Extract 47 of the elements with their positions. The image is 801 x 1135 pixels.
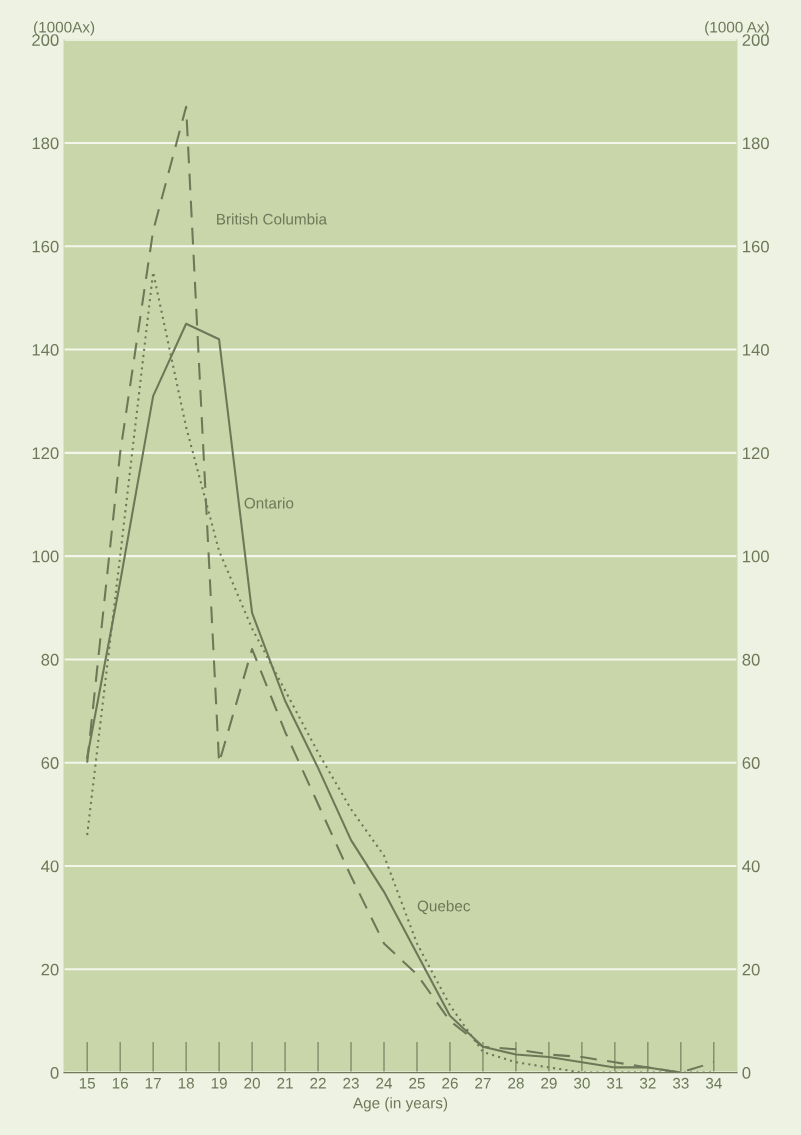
y-tick-label: 120 <box>32 447 59 460</box>
y-tick-label: 160 <box>32 240 59 253</box>
x-tick-label: 20 <box>244 1077 260 1089</box>
x-tick-label: 21 <box>277 1077 293 1089</box>
y-tick-label: 0 <box>50 1066 59 1079</box>
y2-tick-label: 60 <box>742 757 760 769</box>
y2-tick-label: 40 <box>742 860 760 873</box>
x-tick-label: 25 <box>409 1077 425 1089</box>
y-tick-label: 20 <box>41 963 59 976</box>
series-label: Ontario <box>244 497 294 509</box>
y2-tick-label: 20 <box>742 963 760 976</box>
y2-tick-label: 160 <box>743 240 769 253</box>
x-tick-label: 19 <box>211 1077 227 1089</box>
y2-tick-label: 180 <box>743 137 769 150</box>
x-tick-label: 28 <box>508 1077 524 1089</box>
x-tick-label: 30 <box>573 1077 590 1089</box>
y2-tick-label: 120 <box>743 447 769 460</box>
y2-tick-label: 0 <box>742 1066 751 1079</box>
x-tick-label: 33 <box>672 1077 689 1089</box>
x-tick-label: 32 <box>639 1077 656 1089</box>
x-tick-label: 23 <box>343 1077 359 1089</box>
y-tick-label: 140 <box>32 343 59 356</box>
x-tick-label: 26 <box>442 1077 458 1089</box>
y-tick-label: 200 <box>32 34 59 46</box>
x-axis-title: Age (in years) <box>352 1097 448 1112</box>
x-tick-label: 24 <box>376 1077 393 1089</box>
y-tick-label: 80 <box>41 653 59 666</box>
y-axis-title: (1000Ax) <box>34 21 95 36</box>
y2-tick-label: 80 <box>742 653 760 666</box>
x-tick-label: 16 <box>112 1077 128 1089</box>
x-tick-label: 27 <box>475 1077 491 1089</box>
y-tick-label: 60 <box>41 757 59 769</box>
y-tick-label: 180 <box>32 137 59 150</box>
x-tick-label: 29 <box>541 1077 557 1089</box>
x-tick-label: 15 <box>79 1078 96 1089</box>
x-tick-label: 18 <box>178 1077 194 1089</box>
x-tick-label: 17 <box>145 1078 161 1089</box>
y2-tick-label: 200 <box>742 34 769 46</box>
y2-tick-label: 100 <box>743 550 769 563</box>
y-tick-label: 100 <box>32 550 59 563</box>
x-tick-label: 31 <box>606 1077 623 1089</box>
y2-tick-label: 140 <box>743 343 769 356</box>
y-tick-label: 40 <box>41 860 59 873</box>
x-tick-label: 22 <box>310 1077 326 1089</box>
series-label: British Columbia <box>217 213 328 225</box>
x-tick-label: 34 <box>705 1077 722 1089</box>
series-label: Quebec <box>417 900 471 915</box>
